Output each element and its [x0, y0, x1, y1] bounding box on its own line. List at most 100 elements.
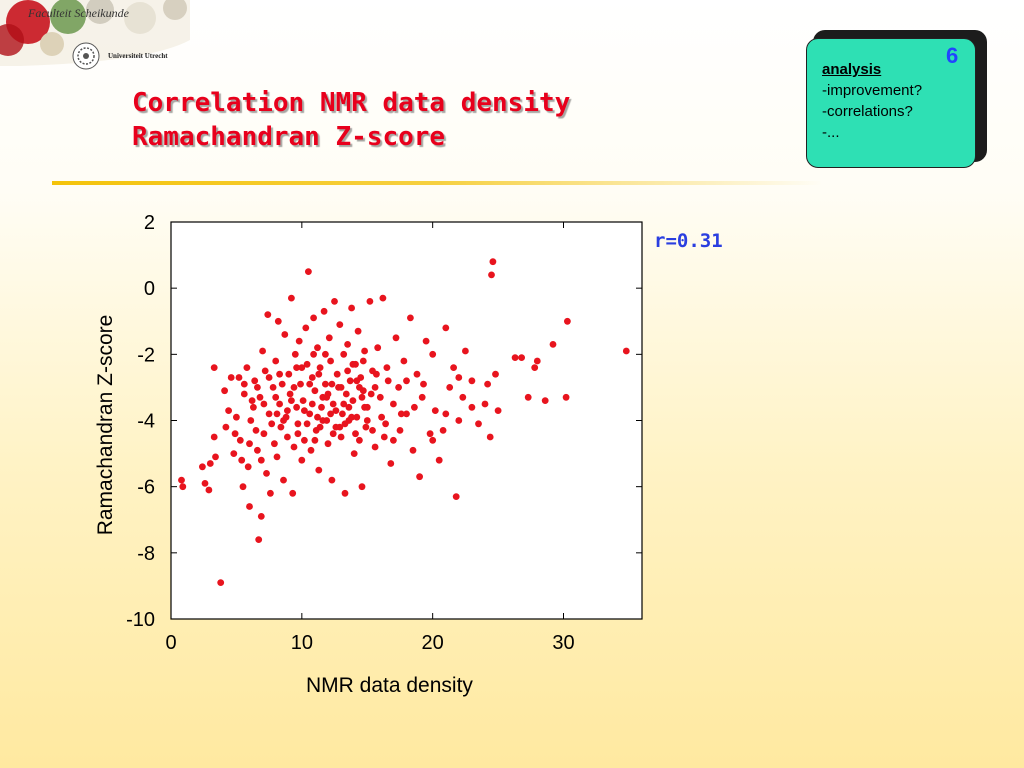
data-point — [310, 350, 317, 358]
data-point — [371, 443, 379, 451]
plot-area — [170, 221, 643, 620]
data-point — [562, 393, 570, 401]
y-axis-label-wrap: Ramachandran Z-score — [91, 290, 121, 560]
data-point — [486, 433, 494, 441]
data-point — [267, 489, 274, 497]
data-point — [511, 354, 519, 361]
data-point — [210, 364, 218, 371]
data-point — [492, 370, 499, 378]
data-point — [261, 367, 269, 375]
data-point — [307, 446, 315, 454]
data-point — [302, 324, 310, 332]
x-tick-label: 0 — [165, 632, 176, 654]
correlation-annotation: r=0.31 — [654, 230, 723, 252]
data-point — [231, 430, 239, 438]
data-point — [452, 493, 460, 500]
data-point — [259, 347, 266, 355]
data-point — [254, 446, 261, 454]
data-point — [524, 393, 532, 401]
data-point — [235, 374, 243, 381]
data-point — [340, 400, 348, 408]
data-point — [349, 397, 357, 404]
data-point — [315, 370, 323, 378]
data-point — [280, 417, 287, 424]
molecule-logo-icon — [0, 0, 190, 70]
data-point — [246, 503, 253, 510]
y-tick-label: 2 — [144, 212, 155, 234]
data-point — [308, 400, 316, 408]
data-point — [356, 384, 363, 391]
data-point — [468, 377, 476, 385]
data-point — [489, 258, 497, 266]
data-point — [323, 417, 331, 424]
data-point — [311, 436, 319, 444]
data-point — [281, 331, 289, 338]
data-point — [531, 364, 539, 371]
data-point — [356, 436, 363, 444]
data-point — [314, 344, 321, 352]
data-point — [358, 483, 366, 491]
data-point — [277, 423, 285, 431]
data-point — [285, 370, 293, 378]
y-tick-label: -2 — [137, 344, 155, 366]
data-point — [395, 384, 402, 391]
data-point — [407, 314, 414, 322]
data-point — [359, 357, 367, 365]
data-point — [306, 380, 314, 388]
data-point — [179, 483, 187, 491]
data-point — [429, 350, 437, 358]
data-point — [210, 433, 218, 441]
data-point — [363, 417, 371, 424]
data-point — [418, 393, 426, 401]
data-point — [379, 294, 387, 302]
data-point — [494, 407, 502, 414]
data-point — [549, 341, 557, 348]
university-name: Universiteit Utrecht — [108, 52, 168, 60]
data-point — [278, 380, 286, 388]
data-point — [260, 400, 268, 408]
data-point — [322, 380, 329, 388]
data-point — [327, 357, 334, 365]
data-point — [383, 364, 391, 371]
data-point — [484, 380, 491, 388]
data-point — [344, 341, 351, 348]
data-point — [263, 470, 270, 477]
faculty-logo-area: Faculteit Scheikunde Universiteit Utrech… — [0, 0, 200, 70]
data-point — [327, 410, 334, 418]
data-point — [475, 420, 482, 428]
data-point — [392, 334, 400, 342]
info-box-item: -improvement? — [822, 82, 923, 99]
x-tick-label: 10 — [291, 632, 313, 654]
data-point — [346, 377, 354, 385]
data-point — [265, 374, 273, 381]
data-point — [273, 453, 281, 461]
data-point — [303, 420, 311, 428]
data-point — [225, 407, 233, 414]
slide-title: Correlation NMR data density Ramachandra… — [132, 86, 570, 154]
data-point — [268, 420, 276, 428]
data-point — [236, 436, 244, 444]
data-point — [256, 393, 264, 401]
data-point — [403, 377, 410, 385]
data-point — [446, 384, 454, 391]
data-point — [361, 403, 368, 411]
data-point — [366, 298, 374, 305]
data-point — [390, 400, 397, 408]
data-point — [271, 440, 278, 448]
data-point — [322, 350, 329, 358]
data-point — [272, 357, 280, 365]
scatter-chart: 20-2-4-6-8-100 10 20 30 — [126, 212, 643, 654]
data-point — [416, 473, 423, 481]
data-point — [336, 423, 344, 431]
data-point — [384, 377, 392, 385]
data-point — [533, 357, 541, 365]
data-point — [390, 436, 397, 444]
data-point — [260, 430, 268, 438]
faculty-name: Faculteit Scheikunde — [28, 6, 129, 20]
data-point — [280, 476, 287, 484]
data-point — [288, 294, 295, 302]
data-point — [273, 410, 281, 418]
y-tick-label: -6 — [137, 477, 155, 499]
data-point — [387, 460, 395, 467]
data-point — [358, 393, 366, 401]
